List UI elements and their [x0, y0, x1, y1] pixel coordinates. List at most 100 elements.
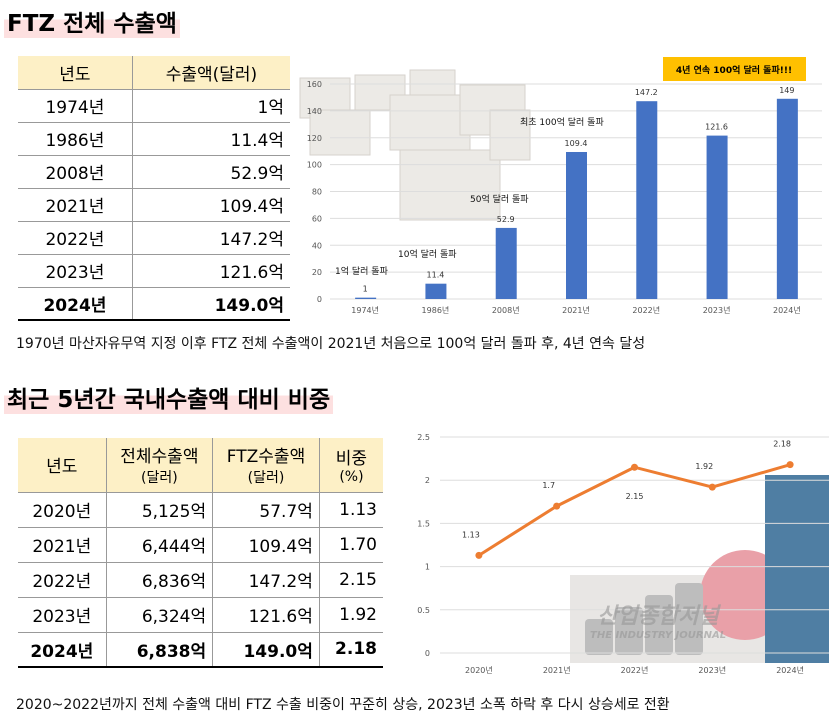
table-cell: 2024년 [18, 632, 107, 668]
table-row: 2008년 52.9억 [18, 155, 290, 189]
year-cell: 2008년 [18, 155, 133, 189]
box-icon [489, 109, 531, 161]
share-line-chart: 0 0.5 1 1.5 2 2.5 1.13 2020년 1.7 2021년 2.15 2022년 1.… [417, 433, 829, 675]
box-icon [309, 109, 371, 156]
data-label: 1.92 [695, 462, 713, 471]
coin-stack-icon [585, 619, 613, 655]
data-point [786, 461, 794, 469]
data-point [553, 502, 561, 510]
table-row: 2024년 149.0억 [18, 287, 290, 321]
table-row: 1974년 1억 [18, 89, 290, 123]
section2-caption: 2020~2022년까지 전체 수출액 대비 FTZ 수출 비중이 꾸준히 상승… [16, 697, 670, 713]
table-cell: 6,324억 [106, 597, 214, 633]
header-line: 비중 [335, 449, 368, 470]
table-cell: 6,836억 [106, 562, 214, 598]
table-row: 2022년 6,836억 147.2억 2.15 [18, 562, 383, 598]
table-cell: 2.18 [319, 632, 383, 668]
y-tick-label: 40 [312, 241, 322, 250]
table-cell: 2.15 [319, 562, 383, 598]
box-icon [389, 94, 471, 151]
data-label: 2.15 [626, 492, 644, 501]
bar [355, 297, 377, 299]
header-line: 전체수출액 [120, 447, 199, 468]
table-cell: 2021년 [18, 527, 107, 563]
y-tick-label: 20 [312, 268, 322, 277]
table-row: 2020년 5,125억 57.7억 1.13 [18, 492, 383, 528]
header-unit: (달러) [141, 470, 178, 487]
y-tick-label: 0 [317, 295, 322, 304]
table-cell: 1.70 [319, 527, 383, 563]
value-cell: 121.6억 [132, 254, 290, 288]
x-tick-label: 2021년 [543, 665, 571, 675]
coin-stack-icon [615, 607, 643, 655]
data-point [708, 483, 716, 491]
x-tick-label: 2023년 [698, 665, 726, 675]
header-cell: 전체수출액 (달러) [106, 438, 214, 493]
value-cell: 52.9억 [132, 155, 290, 189]
export-table: 년도 수출액(달러) 1974년 1억 1986년 11.4억 2008년 52.9억 20… [18, 56, 290, 321]
coin-stack-icon [675, 583, 703, 655]
table-cell: 6,838억 [106, 632, 214, 668]
share-table: 년도 전체수출액 (달러) FTZ수출액 (달러) 비중 (%) 2020년 5,125억 57… [18, 438, 383, 668]
table-cell: 1.92 [319, 597, 383, 633]
header-cell: 비중 (%) [319, 438, 383, 493]
data-point [475, 551, 483, 559]
bar [566, 151, 587, 299]
x-tick-label: 1986년 [422, 305, 450, 315]
y-tick-label: 160 [307, 80, 322, 89]
data-label: 52.9 [497, 215, 515, 224]
value-cell: 147.2억 [132, 221, 290, 255]
y-tick-label: 120 [307, 134, 322, 143]
boxes-image [299, 69, 531, 221]
table-row: 1986년 11.4억 [18, 122, 290, 156]
series-line [478, 463, 791, 557]
table-row: 2024년 6,838억 149.0억 2.18 [18, 632, 383, 668]
y-tick-label: 0.5 [417, 606, 430, 615]
y-tick-label: 80 [312, 188, 322, 197]
box-icon [399, 149, 501, 221]
year-cell: 2023년 [18, 254, 133, 288]
section2-title: 최근 5년간 국내수출액 대비 비중 [4, 380, 334, 414]
section1-caption: 1970년 마산자유무역 지정 이후 FTZ 전체 수출액이 2021년 처음으… [16, 336, 646, 352]
table-cell: 6,444억 [106, 527, 214, 563]
y-tick-label: 60 [312, 214, 322, 223]
value-cell: 109.4억 [132, 188, 290, 222]
year-cell: 2024년 [18, 287, 133, 321]
x-tick-label: 2021년 [562, 305, 590, 315]
x-tick-label: 2020년 [465, 665, 493, 675]
x-tick-label: 2022년 [621, 665, 649, 675]
header-line: 년도 [46, 457, 78, 478]
table-cell: 147.2억 [212, 562, 320, 598]
y-tick-label: 2.5 [417, 433, 430, 442]
year-cell: 2022년 [18, 221, 133, 255]
table-row: 2021년 6,444억 109.4억 1.70 [18, 527, 383, 563]
header-export: 수출액(달러) [132, 56, 290, 90]
data-label: 147.2 [635, 88, 658, 97]
table-cell: 2020년 [18, 492, 107, 528]
annotation: 1억 달러 돌파 [335, 265, 389, 277]
bar [776, 98, 798, 299]
table-row: 2023년 121.6억 [18, 254, 290, 288]
table-cell: 1.13 [319, 492, 383, 528]
x-tick-label: 2022년 [632, 305, 660, 315]
table-row: 2023년 6,324억 121.6억 1.92 [18, 597, 383, 633]
header-unit: (%) [339, 469, 364, 486]
watermark-sub: THE INDUSTRY JOURNAL [590, 630, 727, 641]
data-label: 1.13 [462, 530, 480, 539]
value-cell: 11.4억 [132, 122, 290, 156]
header-year: 년도 [18, 56, 133, 90]
data-point [631, 463, 638, 471]
bar [425, 283, 447, 299]
value-cell: 1억 [132, 89, 290, 123]
year-cell: 1986년 [18, 122, 133, 156]
coins-flag-image [570, 475, 829, 663]
section1-title: FTZ 전체 수출액 [4, 4, 180, 38]
suit-image [765, 475, 829, 663]
header-cell: FTZ수출액 (달러) [212, 438, 320, 493]
y-tick-label: 100 [307, 161, 322, 170]
value-cell: 149.0억 [132, 287, 290, 321]
x-tick-label: 1974년 [351, 305, 379, 315]
y-tick-label: 1 [425, 563, 430, 572]
annotation: 50억 달러 돌파 [470, 193, 529, 205]
x-tick-label: 2024년 [776, 665, 804, 675]
